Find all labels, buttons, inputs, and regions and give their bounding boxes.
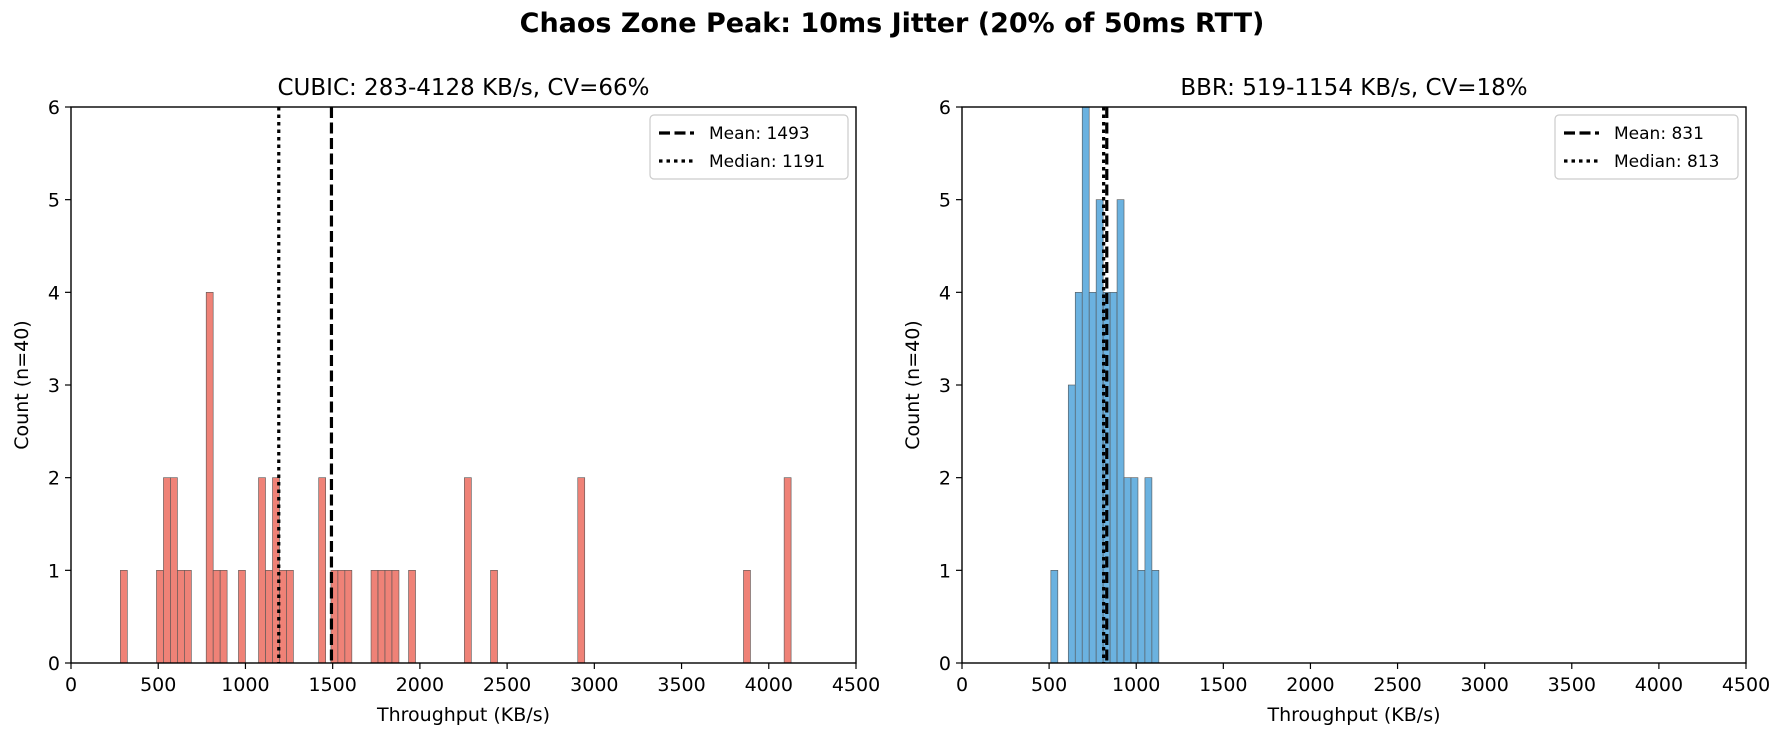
y-axis-label: Count (n=40) — [902, 320, 924, 449]
legend-item-median: Median: 1191 — [659, 152, 825, 172]
histogram-bar — [156, 570, 164, 664]
y-tick-label: 3 — [48, 375, 60, 397]
histogram-bar — [1074, 292, 1083, 664]
histogram-bar — [1081, 106, 1090, 664]
x-tick-label: 2000 — [396, 674, 444, 696]
histogram-bar — [238, 570, 246, 664]
histogram-bar — [1130, 477, 1139, 664]
legend: Mean: 831 Median: 813 — [1554, 114, 1739, 180]
histogram-bar — [279, 570, 287, 664]
histogram-bar — [163, 477, 171, 664]
histogram-bar — [1109, 292, 1118, 664]
x-tick-label: 2500 — [1373, 674, 1421, 696]
histogram-bar — [783, 477, 792, 664]
histogram-bar — [577, 477, 586, 664]
x-tick-label: 2000 — [1286, 674, 1334, 696]
x-tick-label: 0 — [65, 674, 77, 696]
y-tick-label: 0 — [48, 653, 60, 675]
histogram-bar — [464, 477, 472, 664]
histogram-bar — [1088, 292, 1097, 664]
x-tick-label: 3500 — [657, 674, 705, 696]
legend-item-median: Median: 813 — [1564, 152, 1719, 172]
x-tick-label: 500 — [1031, 674, 1067, 696]
legend-item-mean: Mean: 1493 — [659, 124, 810, 144]
histogram-bar — [391, 570, 400, 664]
histogram-bar — [170, 477, 178, 664]
y-tick-label: 5 — [939, 190, 951, 212]
legend-item-mean: Mean: 831 — [1564, 124, 1704, 144]
chart-panel-2: 0 500 1000 1500 2000 2500 3000 3500 4000 4500 0 1 2 3… — [902, 75, 1770, 726]
y-tick-label: 2 — [939, 468, 951, 490]
y-axis-label: Count (n=40) — [11, 320, 33, 449]
histogram-bar — [318, 477, 326, 664]
histogram-bar — [743, 570, 751, 664]
chart-title: CUBIC: 283-4128 KB/s, CV=66% — [277, 75, 649, 101]
x-tick-label: 1000 — [221, 674, 269, 696]
histogram-bar — [344, 570, 353, 664]
histogram-bar — [490, 570, 498, 664]
chart-panel-1: 0 500 1000 1500 2000 2500 3000 3500 4000 4500 0 1 2 3… — [11, 75, 880, 726]
x-tick-label: 3500 — [1548, 674, 1596, 696]
histogram-bar — [1050, 570, 1059, 664]
x-tick-label: 1500 — [308, 674, 356, 696]
y-tick-label: 2 — [48, 468, 60, 490]
histogram-bar — [337, 570, 346, 664]
histogram-bar — [258, 477, 266, 664]
x-tick-label: 4500 — [832, 674, 880, 696]
legend-label: Mean: 1493 — [709, 124, 810, 144]
histogram-bar — [120, 570, 128, 664]
histogram-bar — [212, 570, 221, 664]
y-tick-label: 0 — [939, 653, 951, 675]
histogram-bar — [1067, 384, 1076, 664]
chart-title: BBR: 519-1154 KB/s, CV=18% — [1180, 75, 1527, 101]
histogram-bar — [1137, 570, 1146, 664]
y-tick-label: 4 — [48, 282, 60, 304]
histogram-bar — [1116, 199, 1125, 664]
histogram-bar — [1123, 477, 1132, 664]
y-tick-label: 4 — [939, 282, 951, 304]
y-tick-label: 5 — [48, 190, 60, 212]
x-tick-label: 4500 — [1722, 674, 1770, 696]
figure-title: Chaos Zone Peak: 10ms Jitter (20% of 50m… — [519, 8, 1265, 39]
x-tick-label: 1500 — [1199, 674, 1247, 696]
legend-label: Median: 813 — [1614, 152, 1719, 172]
x-tick-label: 2500 — [483, 674, 531, 696]
x-axis-label: Throughput (KB/s) — [1266, 704, 1440, 726]
histogram-bar — [1151, 570, 1160, 664]
y-tick-label: 3 — [939, 375, 951, 397]
y-tick-label: 1 — [48, 560, 60, 582]
histogram-bar — [377, 570, 386, 664]
histogram-bar — [370, 570, 379, 664]
y-tick-label: 6 — [939, 97, 951, 119]
x-tick-label: 3000 — [570, 674, 618, 696]
x-tick-label: 4000 — [1635, 674, 1683, 696]
x-tick-label: 3000 — [1460, 674, 1508, 696]
x-tick-label: 4000 — [745, 674, 793, 696]
x-tick-label: 1000 — [1112, 674, 1160, 696]
y-tick-label: 1 — [939, 560, 951, 582]
legend-box — [649, 114, 849, 180]
histogram-bar — [265, 570, 273, 664]
histogram-bar — [408, 570, 416, 664]
histogram-bar — [219, 570, 228, 664]
legend-box — [1554, 114, 1739, 180]
x-tick-label: 500 — [140, 674, 176, 696]
legend-label: Mean: 831 — [1614, 124, 1704, 144]
x-axis-label: Throughput (KB/s) — [376, 704, 550, 726]
histogram-bar — [330, 570, 339, 664]
histogram-bar — [177, 570, 185, 664]
histogram-bar — [205, 292, 214, 664]
legend-label: Median: 1191 — [709, 152, 825, 172]
histogram-bar — [286, 570, 294, 664]
histogram-bar — [384, 570, 393, 664]
y-tick-label: 6 — [48, 97, 60, 119]
histogram-bar — [184, 570, 192, 664]
legend: Mean: 1493 Median: 1191 — [649, 114, 849, 180]
histogram-bar — [1144, 477, 1153, 664]
x-tick-label: 0 — [956, 674, 968, 696]
